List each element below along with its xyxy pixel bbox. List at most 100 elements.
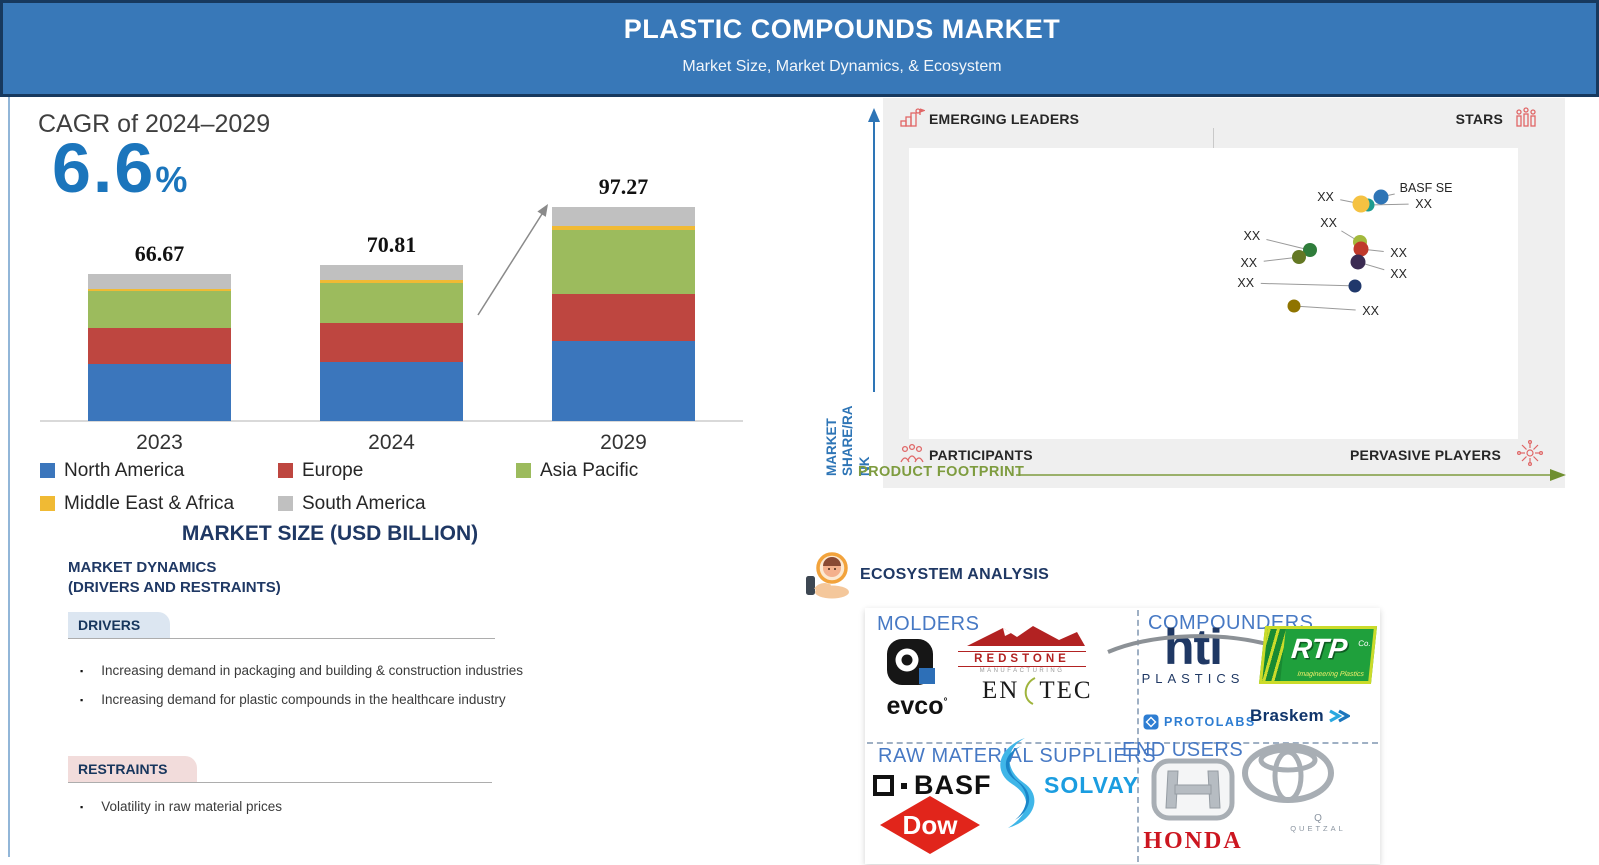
ecosystem-heading: ECOSYSTEM ANALYSIS [860,566,1050,583]
quadrant-panel: EMERGING LEADERS STARS PARTICIPANTS PERV… [883,98,1565,488]
legend-label: Europe [302,459,364,481]
ecosystem-divider-horizontal [867,742,1378,744]
dow-diamond-icon [880,796,980,854]
legend-label: Middle East & Africa [64,492,235,514]
y-axis-label-line1: MARKET [824,418,839,476]
basf-dot-icon [901,782,907,789]
restraints-underline [68,782,492,783]
y-axis-arrow [868,108,880,392]
x-axis-label: PRODUCT FOOTPRINT [858,464,1025,480]
x-axis-line [40,420,743,422]
rtp-co: Co. [1357,639,1372,648]
quetzal-logo: Q QUETZAL [1270,813,1366,834]
drivers-list: ▪ Increasing demand in packaging and buil… [80,662,600,720]
scatter-point-label-8: XX [1240,255,1258,270]
bullet-icon: ▪ [80,802,84,812]
basf-name: BASF [914,770,992,800]
scatter-dot-9 [1287,299,1301,313]
legend-label: South America [302,492,426,514]
bar-segment-asia-pacific-2029 [552,229,695,295]
evco-logo-text: evco° [882,692,952,721]
bar-segment-asia-pacific-2024 [320,282,463,323]
scatter-dot-5 [1350,254,1366,270]
page-subtitle: Market Size, Market Dynamics, & Ecosyste… [682,58,1002,75]
braskem-chevron-icon [1329,709,1350,723]
redstone-logo: REDSTONE MANUFACTURING [958,624,1086,674]
bar-chart-title: MARKET SIZE (USD BILLION) [181,522,479,545]
group-title-end-users: END USERS [1122,739,1244,761]
leader-line-6 [1260,282,1355,287]
scatter-point-label-3: XX [1320,216,1337,231]
toyota-emblem-icon [1242,743,1334,803]
leader-line-0 [1367,203,1409,206]
bar-year-2024: 2024 [368,431,415,454]
scatter-point-label-6: XX [1237,276,1255,291]
rtp-subtext: Imagineering Plastics [1297,671,1365,678]
driver-text: Increasing demand for plastic compounds … [101,692,506,707]
bar-segment-middle-east-africa-2029 [552,225,695,230]
cagr-percent-sign: % [155,159,188,200]
quadrant-label-pervasive-players: PERVASIVE PLAYERS [1350,447,1501,463]
bar-year-2029: 2029 [600,431,647,454]
quadrant-label-participants: PARTICIPANTS [929,447,1033,463]
market-dynamics-heading: MARKET DYNAMICS (DRIVERS AND RESTRAINTS) [68,558,281,597]
legend-label: Asia Pacific [540,459,639,481]
page-title: PLASTIC COMPOUNDS MARKET [623,14,1061,44]
quetzal-q: Q [1314,813,1322,824]
scatter-point-label-4: XX [1390,246,1407,261]
quadrant-plot: XX XX BASF SE XX XX XX XX XX XX XX [909,148,1518,439]
rtp-logo: RTP Co. Imagineering Plastics [1258,626,1378,684]
quadrant-label-emerging-leaders: EMERGING LEADERS [929,111,1080,127]
y-axis-label-line3: NK [856,456,872,477]
pervasive-players-icon [1517,440,1543,466]
left-border-line [8,97,10,857]
entec-text-tec: TEC [1039,677,1093,704]
participants-icon [900,443,924,463]
bar-segment-asia-pacific-2023 [88,291,231,329]
ecosystem-analysis-icon [806,552,849,599]
redstone-subtext: MANUFACTURING [979,668,1065,674]
scatter-point-label-9: XX [1362,303,1379,318]
restraints-list: ▪ Volatility in raw material prices [80,798,600,827]
scatter-dot-2 [1373,189,1389,205]
entec-text-en: EN [982,677,1020,704]
scatter-dot-1 [1352,195,1370,213]
solvay-s-icon [1000,738,1035,828]
restraints-tab: RESTRAINTS [68,756,198,782]
bar-year-2023: 2023 [136,431,183,454]
redstone-name: REDSTONE [958,651,1086,667]
bar-segment-north-america-2029 [552,340,695,421]
leader-line-7 [1266,238,1310,251]
scatter-dot-4 [1353,241,1369,257]
scatter-dot-8 [1291,250,1306,265]
bar-segment-middle-east-africa-2024 [320,280,463,283]
driver-item-1: ▪ Increasing demand for plastic compounds… [80,691,600,709]
hti-plastics-logo: hti PLASTICS [1107,619,1275,686]
bullet-icon: ▪ [80,666,84,676]
y-axis-label-line2: SHARE/RA [840,405,856,476]
honda-h-icon [1151,758,1235,821]
bar-segment-europe-2029 [552,294,695,341]
quetzal-name: QUETZAL [1290,824,1346,833]
y-axis-label: MARKET SHARE/RA NK [824,376,876,476]
bar-segment-north-america-2024 [320,361,463,421]
evco-name: evco [886,692,944,720]
bar-segment-europe-2024 [320,322,463,362]
legend-swatch [516,463,531,478]
bar-value-2023: 66.67 [134,241,185,267]
driver-text: Increasing demand in packaging and build… [101,663,523,678]
market-dynamics-heading-line2: (DRIVERS AND RESTRAINTS) [68,578,281,596]
protolabs-icon [1143,714,1159,730]
group-title-raw-material-suppliers: RAW MATERIAL SUPPLIERS [878,745,1157,767]
hti-name: hti [1163,619,1223,675]
bar-segment-north-america-2023 [88,364,231,421]
scatter-point-label-0: XX [1415,196,1432,211]
cagr-value: 6.6% [52,128,187,208]
scatter-point-label-7: XX [1243,228,1261,243]
bar-2024 [320,265,463,421]
leader-line-9 [1293,305,1356,311]
driver-item-0: ▪ Increasing demand in packaging and buil… [80,662,600,680]
braskem-name: Braskem [1250,706,1324,725]
legend-item-middle-east-africa: Middle East & Africa [40,487,278,520]
